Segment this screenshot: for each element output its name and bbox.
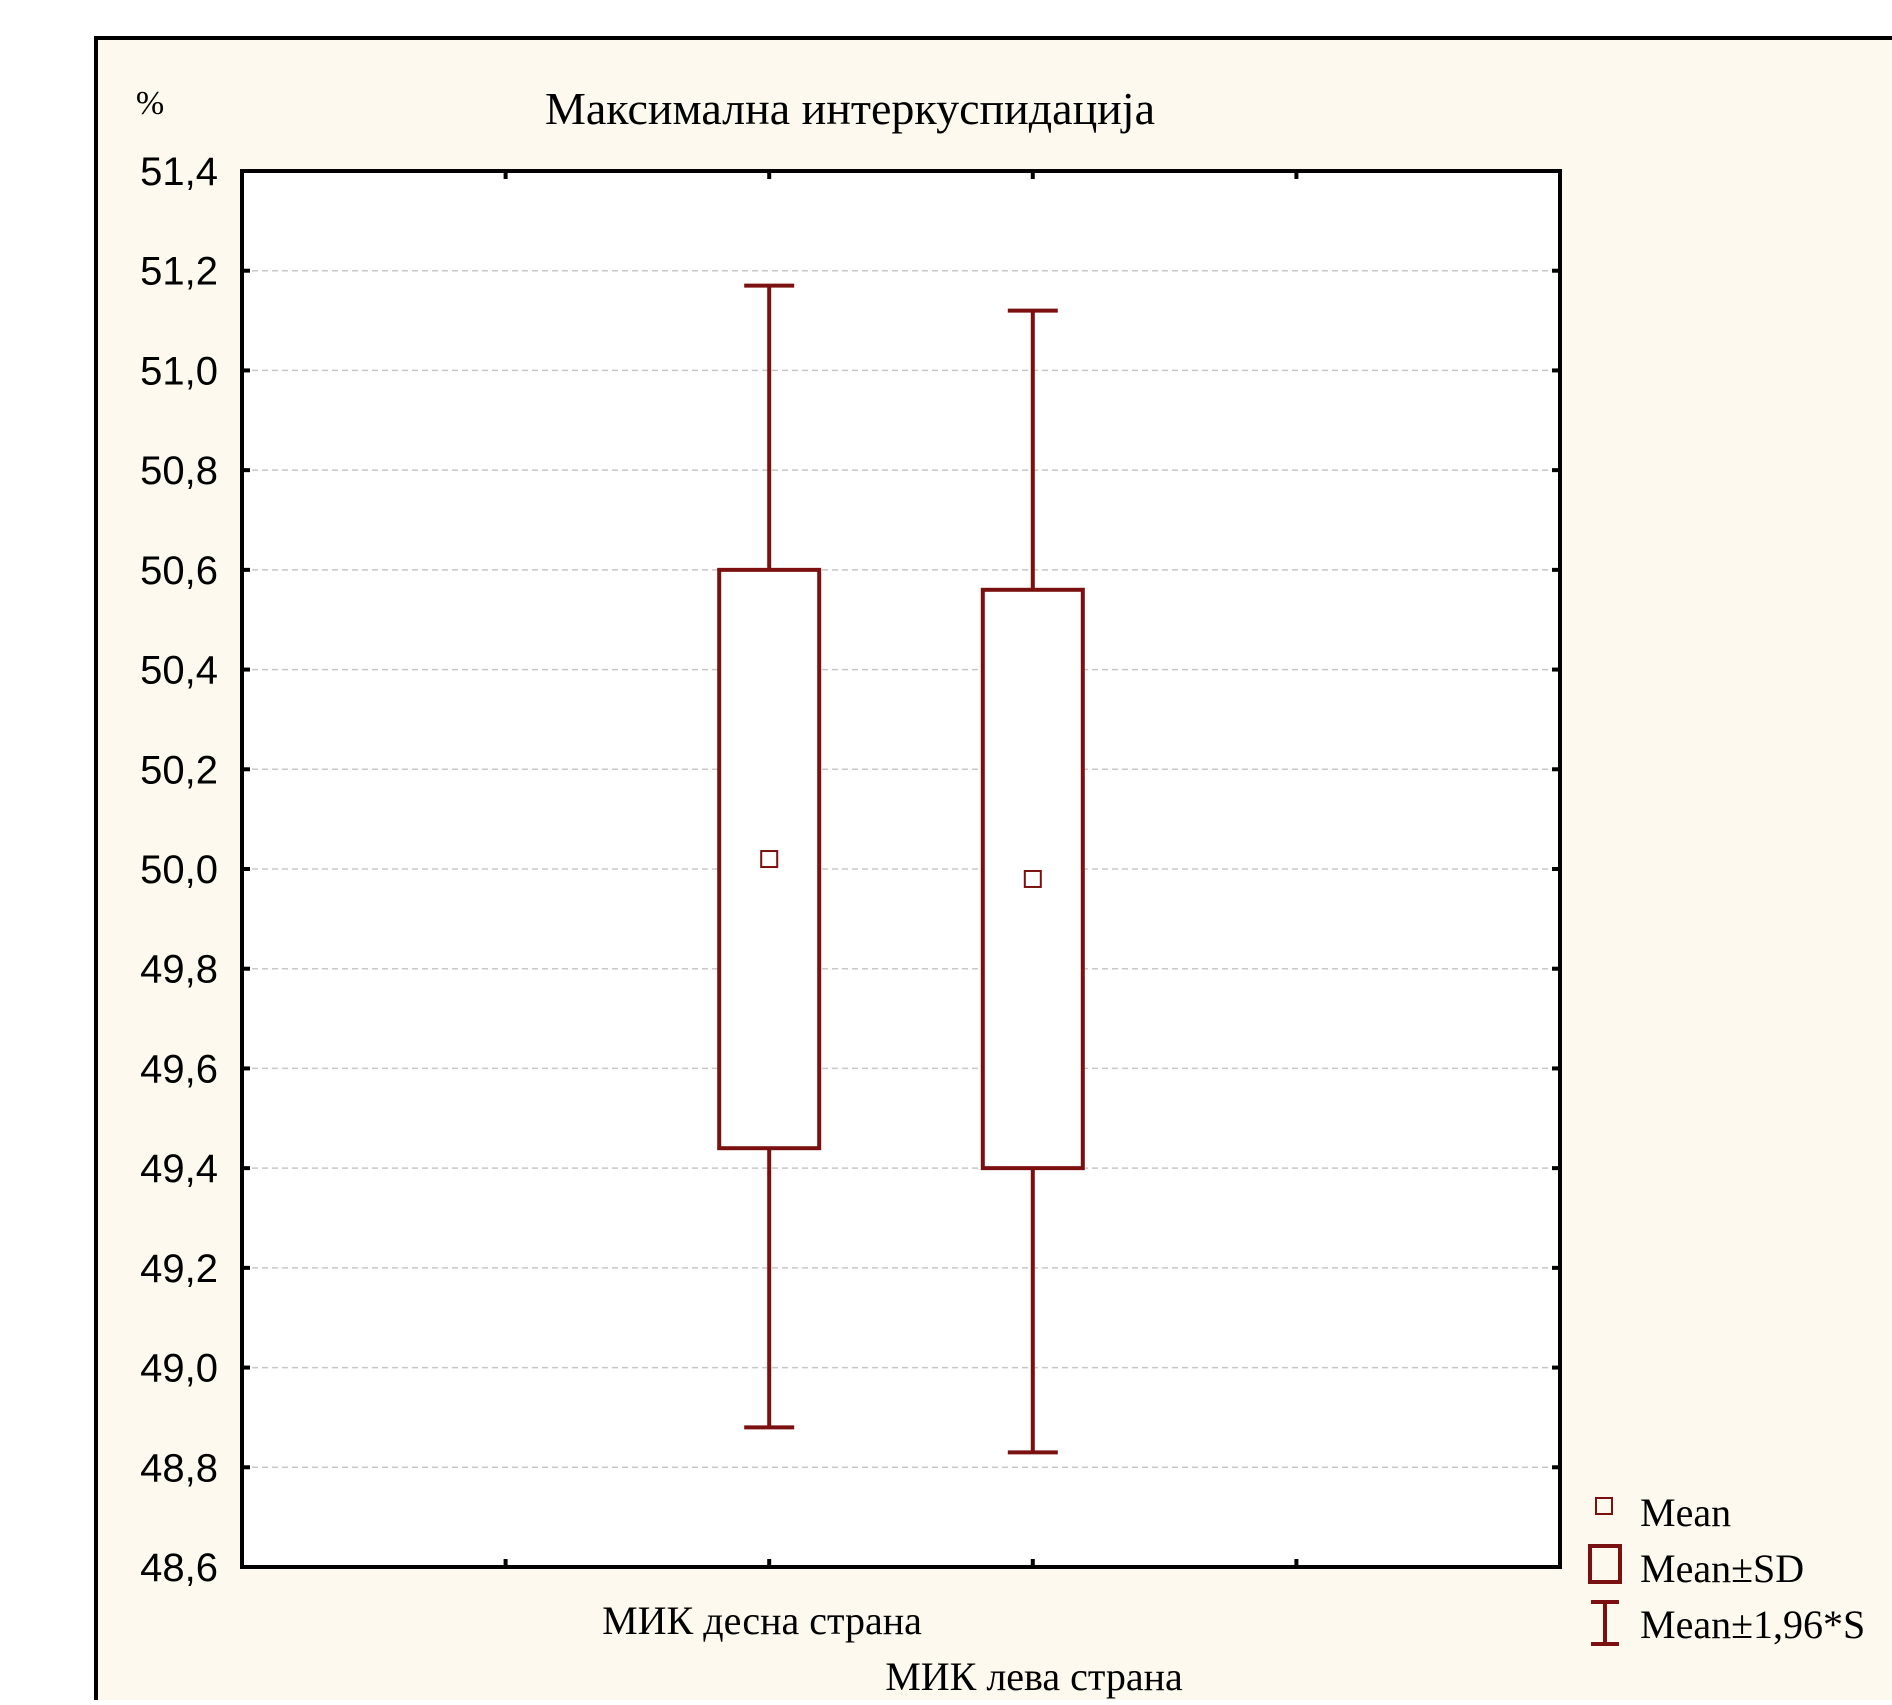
mean-marker [1023,869,1042,888]
legend: Mean Mean±SD Mean±1,96*S [1588,1490,1865,1647]
legend-mean-label: Mean [1640,1490,1731,1535]
legend-whisker-icon [1591,1600,1619,1646]
y-axis-ticks: 51,4 51,2 51,0 50,8 50,6 50,4 50,2 50,0 49,8 49,6… [140,150,1560,1590]
plot-area [240,169,1562,1569]
y-tick-label: 49,8 [140,948,218,992]
y-tick-label: 49,4 [140,1147,218,1191]
chart-title: Максимална интеркуспидација [545,83,1155,134]
box-group [980,308,1085,1455]
legend-mean-icon [1595,1497,1613,1515]
mean-marker [760,850,779,869]
y-tick-label: 51,2 [140,250,218,294]
category-label-left-side: МИК лева страна [885,1654,1183,1699]
sd-box [980,587,1085,1171]
x-axis-ticks [503,171,1299,1567]
y-tick-label: 51,0 [140,349,218,393]
y-tick-label: 48,8 [140,1446,218,1490]
y-tick-label: 50,2 [140,748,218,792]
box-group [717,283,822,1430]
legend-sd-label: Mean±SD [1640,1546,1804,1591]
y-tick-label: 48,6 [140,1546,218,1590]
y-axis-unit-label: % [136,85,164,122]
legend-box-icon [1588,1544,1622,1584]
category-label-right-side: МИК десна страна [602,1598,922,1643]
series [717,283,1085,1455]
y-tick-label: 51,4 [140,150,218,194]
y-tick-label: 50,0 [140,848,218,892]
y-tick-label: 49,2 [140,1247,218,1291]
sd-box [717,567,822,1151]
y-tick-label: 50,6 [140,549,218,593]
y-tick-label: 50,8 [140,449,218,493]
y-tick-label: 49,6 [140,1047,218,1091]
legend-ci-label: Mean±1,96*S [1640,1602,1865,1647]
y-tick-label: 50,4 [140,649,218,693]
y-tick-label: 49,0 [140,1347,218,1391]
